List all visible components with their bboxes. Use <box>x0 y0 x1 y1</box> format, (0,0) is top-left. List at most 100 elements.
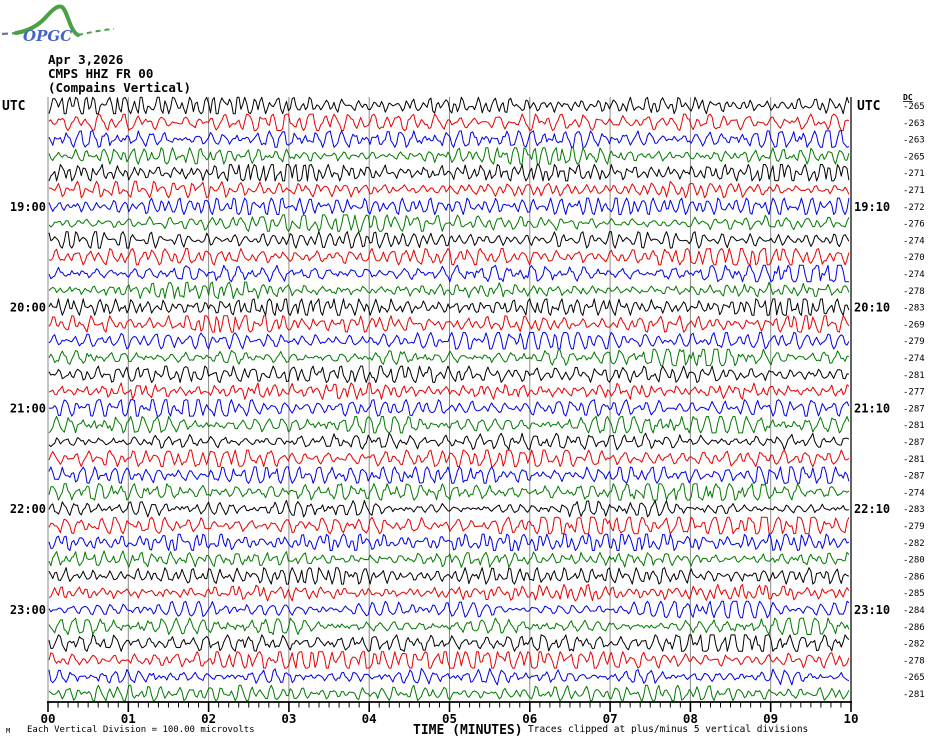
seismic-trace-row <box>48 651 850 669</box>
seismic-trace-row <box>48 113 850 131</box>
seismic-trace-row <box>48 634 850 652</box>
seismic-trace-row <box>48 298 850 316</box>
seismic-trace-row <box>48 382 850 400</box>
dc-offset-value: -286 <box>903 572 925 582</box>
seismic-trace-row <box>48 197 850 215</box>
logo-dash-right <box>77 28 115 36</box>
dc-column-header: DC <box>903 93 913 102</box>
seismic-trace-row <box>48 600 850 619</box>
opgc-logo: OPGC <box>1 4 115 45</box>
seismic-trace-row <box>48 466 850 484</box>
x-tick-label: 06 <box>522 711 537 726</box>
x-tick-label: 00 <box>40 711 55 726</box>
seismic-trace-row <box>48 96 850 115</box>
dc-offset-value: -287 <box>903 438 925 448</box>
dc-offset-value: -265 <box>903 152 925 162</box>
dc-offset-value: -282 <box>903 539 925 549</box>
vertical-scale-note: Each Vertical Division = 100.00 microvol… <box>27 725 255 735</box>
x-tick-label: 10 <box>843 711 858 726</box>
seismic-trace-row <box>48 164 850 182</box>
hour-label-right: 20:10 <box>854 301 890 315</box>
hour-label-right: 23:10 <box>854 603 890 617</box>
dc-offset-value: -287 <box>903 472 925 482</box>
dc-offset-value: -272 <box>903 203 925 213</box>
utc-header-left: UTC <box>2 99 25 114</box>
seismic-trace-row <box>48 130 850 148</box>
seismic-trace-row <box>48 617 850 635</box>
seismic-trace-row <box>48 180 850 199</box>
hour-label-left: 22:00 <box>10 502 46 516</box>
dc-offset-value: -277 <box>903 388 925 398</box>
seismic-trace-row <box>48 214 850 232</box>
hour-label-right: 22:10 <box>854 502 890 516</box>
seismic-trace-row <box>48 264 849 283</box>
dc-offset-value: -281 <box>903 455 925 465</box>
seismic-trace-row <box>48 365 849 383</box>
x-tick-label: 03 <box>281 711 296 726</box>
station-label: CMPS HHZ FR 00 <box>48 66 153 81</box>
x-axis-title: TIME (MINUTES) <box>413 723 523 738</box>
x-tick-label: 02 <box>201 711 216 726</box>
dc-offset-value: -283 <box>903 505 925 515</box>
seismic-trace-row <box>48 348 849 367</box>
clip-note: Traces clipped at plus/minus 5 vertical … <box>528 724 808 735</box>
dc-offset-value: -278 <box>903 287 925 297</box>
footer-marker: M <box>6 727 10 735</box>
x-tick-label: 04 <box>362 711 377 726</box>
dc-offset-value: -279 <box>903 337 925 347</box>
hour-label-right: 19:10 <box>854 200 890 214</box>
row-labels: -265 -263 -263 -265 -271 -271 19:00 19:10 -272 -2… <box>10 102 925 700</box>
dc-offset-value: -283 <box>903 304 925 314</box>
dc-offset-value: -274 <box>903 354 925 364</box>
hour-label-left: 23:00 <box>10 603 46 617</box>
dc-offset-value: -271 <box>903 169 925 179</box>
dc-offset-value: -269 <box>903 320 925 330</box>
dc-offset-value: -276 <box>903 220 925 230</box>
dc-offset-value: -281 <box>903 421 925 431</box>
logo-text: OPGC <box>23 27 72 45</box>
dc-offset-value: -284 <box>903 606 925 616</box>
seismic-trace-row <box>48 516 850 535</box>
utc-header-right: UTC <box>857 99 880 114</box>
dc-offset-value: -274 <box>903 488 925 498</box>
station-description: (Compains Vertical) <box>48 80 191 95</box>
seismic-trace-row <box>48 281 850 299</box>
seismic-trace-row <box>48 432 850 451</box>
seismic-trace-row <box>48 483 850 501</box>
dc-offset-value: -265 <box>903 673 925 683</box>
seismic-trace-row <box>48 248 850 266</box>
hour-label-left: 20:00 <box>10 301 46 315</box>
dc-offset-value: -274 <box>903 236 925 246</box>
dc-offset-value: -263 <box>903 119 925 129</box>
hour-label-right: 21:10 <box>854 401 890 415</box>
dc-offset-value: -274 <box>903 270 925 280</box>
seismic-trace-row <box>48 533 850 551</box>
seismic-trace-row <box>48 231 850 249</box>
seismic-trace-row <box>48 668 850 686</box>
hour-label-left: 21:00 <box>10 401 46 415</box>
dc-offset-value: -278 <box>903 656 925 666</box>
dc-offset-value: -287 <box>903 404 925 414</box>
dc-offset-value: -285 <box>903 589 925 599</box>
hour-label-left: 19:00 <box>10 200 46 214</box>
seismic-trace-row <box>48 416 850 434</box>
time-axis: 00 01 02 03 04 05 06 07 08 09 10 <box>40 701 859 726</box>
seismic-trace-row <box>48 449 850 467</box>
seismic-trace-row <box>48 584 850 602</box>
dc-offset-value: -282 <box>903 640 925 650</box>
x-tick-label: 05 <box>442 711 457 726</box>
dc-offset-value: -263 <box>903 136 925 146</box>
seismic-trace-row <box>48 315 850 333</box>
dc-offset-value: -280 <box>903 556 925 566</box>
dc-offset-value: -281 <box>903 690 925 700</box>
x-tick-label: 07 <box>603 711 618 726</box>
dc-offset-value: -279 <box>903 522 925 532</box>
minute-gridlines <box>47 97 852 702</box>
seismic-trace-row <box>48 399 850 417</box>
x-tick-label: 09 <box>763 711 778 726</box>
seismic-traces <box>48 96 850 703</box>
dc-offset-value: -286 <box>903 623 925 633</box>
seismic-trace-row <box>48 500 849 518</box>
